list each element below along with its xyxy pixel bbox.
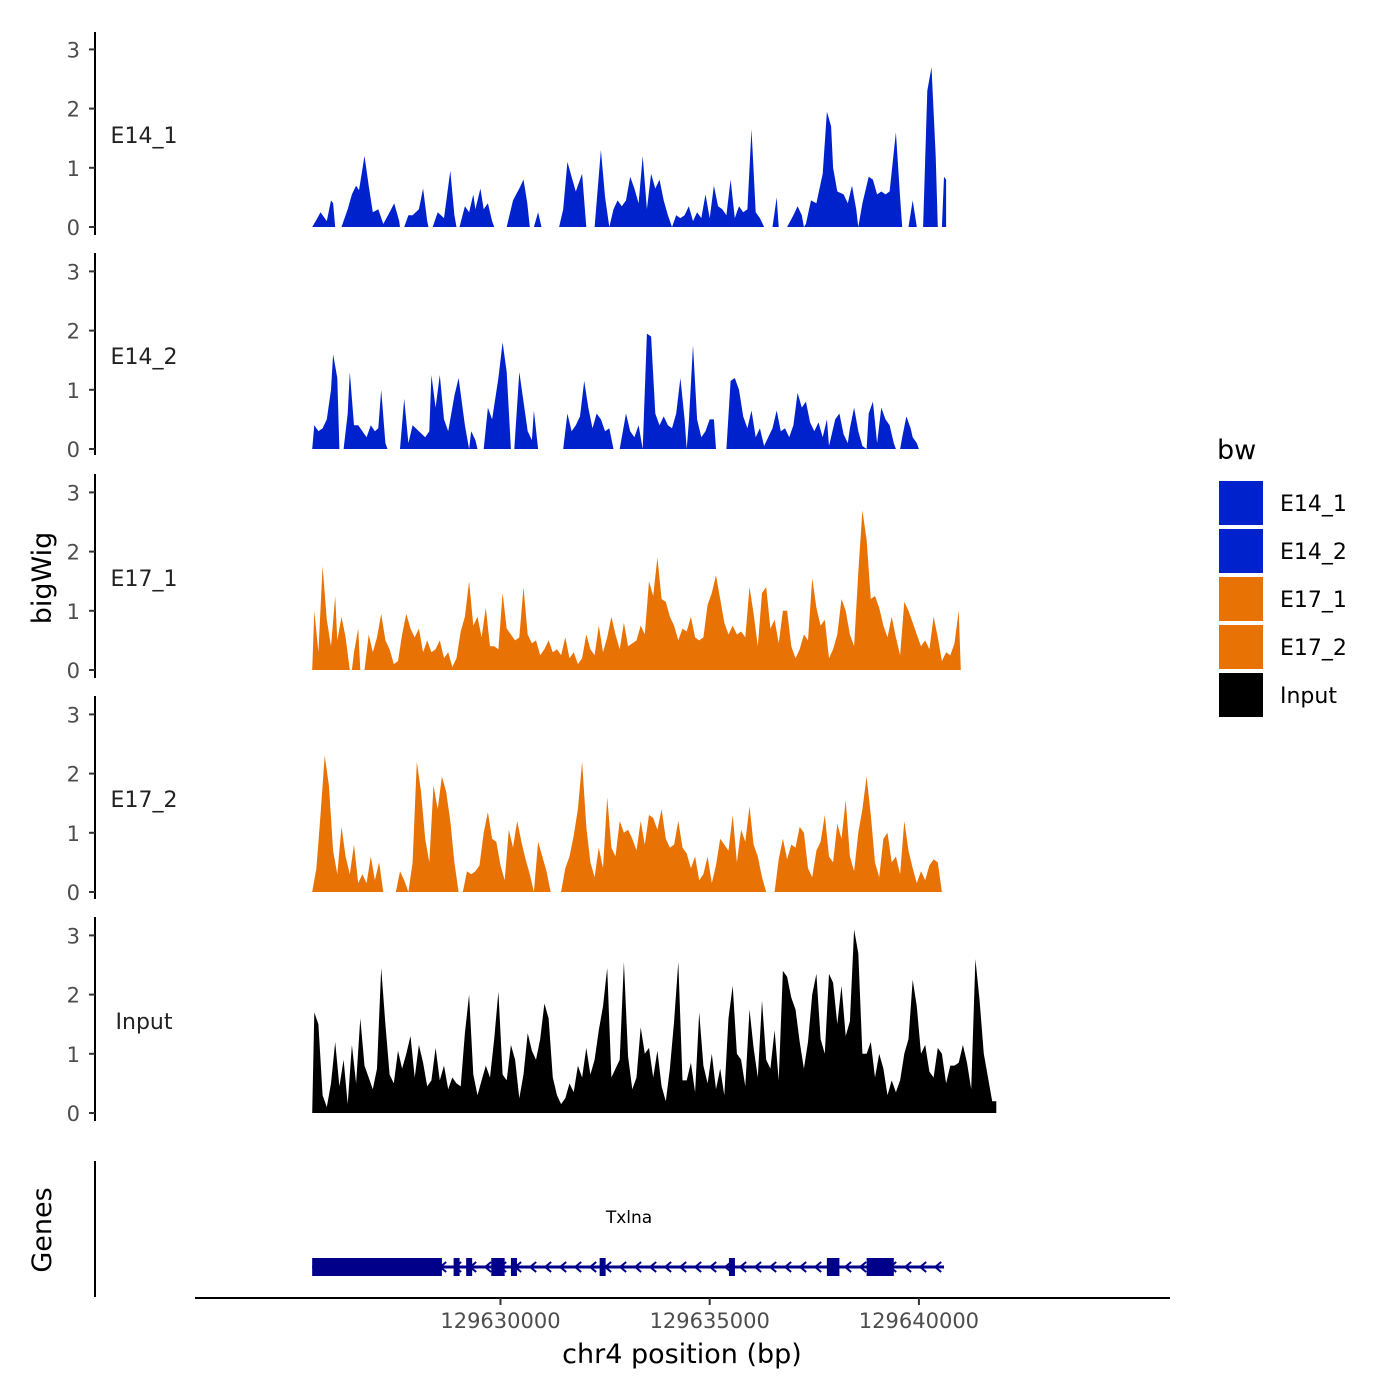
y-tick-label: 2 (67, 984, 80, 1008)
y-axis-title: bigWig (27, 532, 58, 625)
strand-arrow (918, 1261, 927, 1273)
track-panel-e14-2: 0 1 2 3 E14_2 (67, 253, 919, 462)
y-tick-label: 1 (67, 600, 80, 624)
gene-exon (312, 1258, 442, 1276)
x-tick-label: 129635000 (650, 1309, 770, 1333)
y-axis-ticks: 0 1 2 3 (67, 703, 95, 905)
strand-arrow (813, 1261, 822, 1273)
strand-arrow (783, 1261, 792, 1273)
e14-1-coverage-area (312, 67, 947, 227)
x-axis: 129630000 129635000 129640000 chr4 positio… (195, 1297, 1170, 1370)
gene-exon (866, 1258, 894, 1276)
y-axis-ticks: 0 1 2 3 (67, 260, 95, 462)
e17-1-coverage-area (312, 510, 961, 670)
legend-swatch (1219, 481, 1263, 525)
gene-exon (728, 1258, 735, 1276)
y-tick-label: 2 (67, 98, 80, 122)
strand-arrow (678, 1261, 687, 1273)
strand-arrow (573, 1261, 582, 1273)
y-tick-label: 3 (67, 924, 80, 948)
y-axis-ticks: 0 1 2 3 (67, 38, 95, 240)
track-label: E17_2 (111, 788, 178, 813)
y-tick-label: 0 (67, 216, 80, 240)
track-panel-e14-1: 0 1 2 3 E14_1 (67, 32, 947, 240)
y-tick-label: 2 (67, 763, 80, 787)
x-tick-label: 129630000 (440, 1309, 560, 1333)
legend-swatch (1219, 529, 1263, 573)
e17-2-coverage-area (312, 755, 942, 892)
strand-arrow (843, 1261, 852, 1273)
strand-arrow (543, 1261, 552, 1273)
gene-exon (466, 1258, 473, 1276)
y-tick-label: 3 (67, 38, 80, 62)
x-tick-label: 129640000 (859, 1309, 979, 1333)
strand-arrow (858, 1261, 867, 1273)
x-axis-ticks: 129630000 129635000 129640000 (440, 1298, 979, 1333)
strand-arrow (663, 1261, 672, 1273)
genes-panel: Genes Txlna (27, 1161, 945, 1297)
y-axis-ticks: 0 1 2 3 (67, 481, 95, 683)
strand-arrow (633, 1261, 642, 1273)
gene-exon (826, 1258, 840, 1276)
genes-panel-title: Genes (27, 1187, 58, 1272)
y-tick-label: 0 (67, 1102, 80, 1126)
gene-exon (599, 1258, 606, 1276)
legend-label: Input (1280, 684, 1337, 709)
x-axis-title: chr4 position (bp) (562, 1339, 802, 1370)
strand-arrow (753, 1261, 762, 1273)
legend-label: E17_1 (1280, 588, 1347, 613)
track-panel-e17-1: 0 1 2 3 E17_1 (67, 474, 961, 683)
gene-name-label: Txlna (605, 1208, 652, 1228)
strand-arrow (798, 1261, 807, 1273)
track-panel-input: 0 1 2 3 Input (67, 917, 997, 1126)
track-label: E14_2 (111, 345, 178, 370)
y-tick-label: 3 (67, 703, 80, 727)
y-tick-label: 2 (67, 320, 80, 344)
legend-swatch (1219, 673, 1263, 717)
legend-title: bw (1217, 435, 1256, 466)
y-tick-label: 1 (67, 822, 80, 846)
strand-arrow (618, 1261, 627, 1273)
legend-label: E17_2 (1280, 636, 1347, 661)
strand-arrow (768, 1261, 777, 1273)
track-panel-e17-2: 0 1 2 3 E17_2 (67, 696, 942, 905)
y-tick-label: 1 (67, 379, 80, 403)
strand-arrow (693, 1261, 702, 1273)
track-label: Input (116, 1010, 173, 1035)
y-tick-label: 1 (67, 1043, 80, 1067)
strand-arrow (903, 1261, 912, 1273)
input-coverage-area (312, 929, 997, 1113)
legend-label: E14_1 (1280, 492, 1347, 517)
track-label: E17_1 (111, 567, 178, 592)
strand-arrow (588, 1261, 597, 1273)
e14-2-coverage-area (312, 333, 919, 449)
gene-exon (491, 1258, 505, 1276)
legend-swatch (1219, 625, 1263, 669)
legend-label: E14_2 (1280, 540, 1347, 565)
y-tick-label: 0 (67, 881, 80, 905)
legend: bw E14_1 E14_2 E17_1 E17_2 Input (1217, 435, 1347, 717)
y-tick-label: 2 (67, 541, 80, 565)
strand-arrow (528, 1261, 537, 1273)
strand-arrow (558, 1261, 567, 1273)
gene-model-txlna (312, 1258, 945, 1276)
legend-swatch (1219, 577, 1263, 621)
y-tick-label: 3 (67, 260, 80, 284)
gene-exon (453, 1258, 460, 1276)
strand-arrow (933, 1261, 942, 1273)
gene-exon (510, 1258, 517, 1276)
legend-items: E14_1 E14_2 E17_1 E17_2 Input (1219, 481, 1347, 717)
strand-arrow (648, 1261, 657, 1273)
strand-arrow (738, 1261, 747, 1273)
strand-arrow (483, 1261, 492, 1273)
y-tick-label: 3 (67, 481, 80, 505)
y-tick-label: 0 (67, 659, 80, 683)
track-label: E14_1 (111, 124, 178, 149)
y-tick-label: 0 (67, 438, 80, 462)
y-axis-ticks: 0 1 2 3 (67, 924, 95, 1126)
y-tick-label: 1 (67, 157, 80, 181)
strand-arrow (708, 1261, 717, 1273)
